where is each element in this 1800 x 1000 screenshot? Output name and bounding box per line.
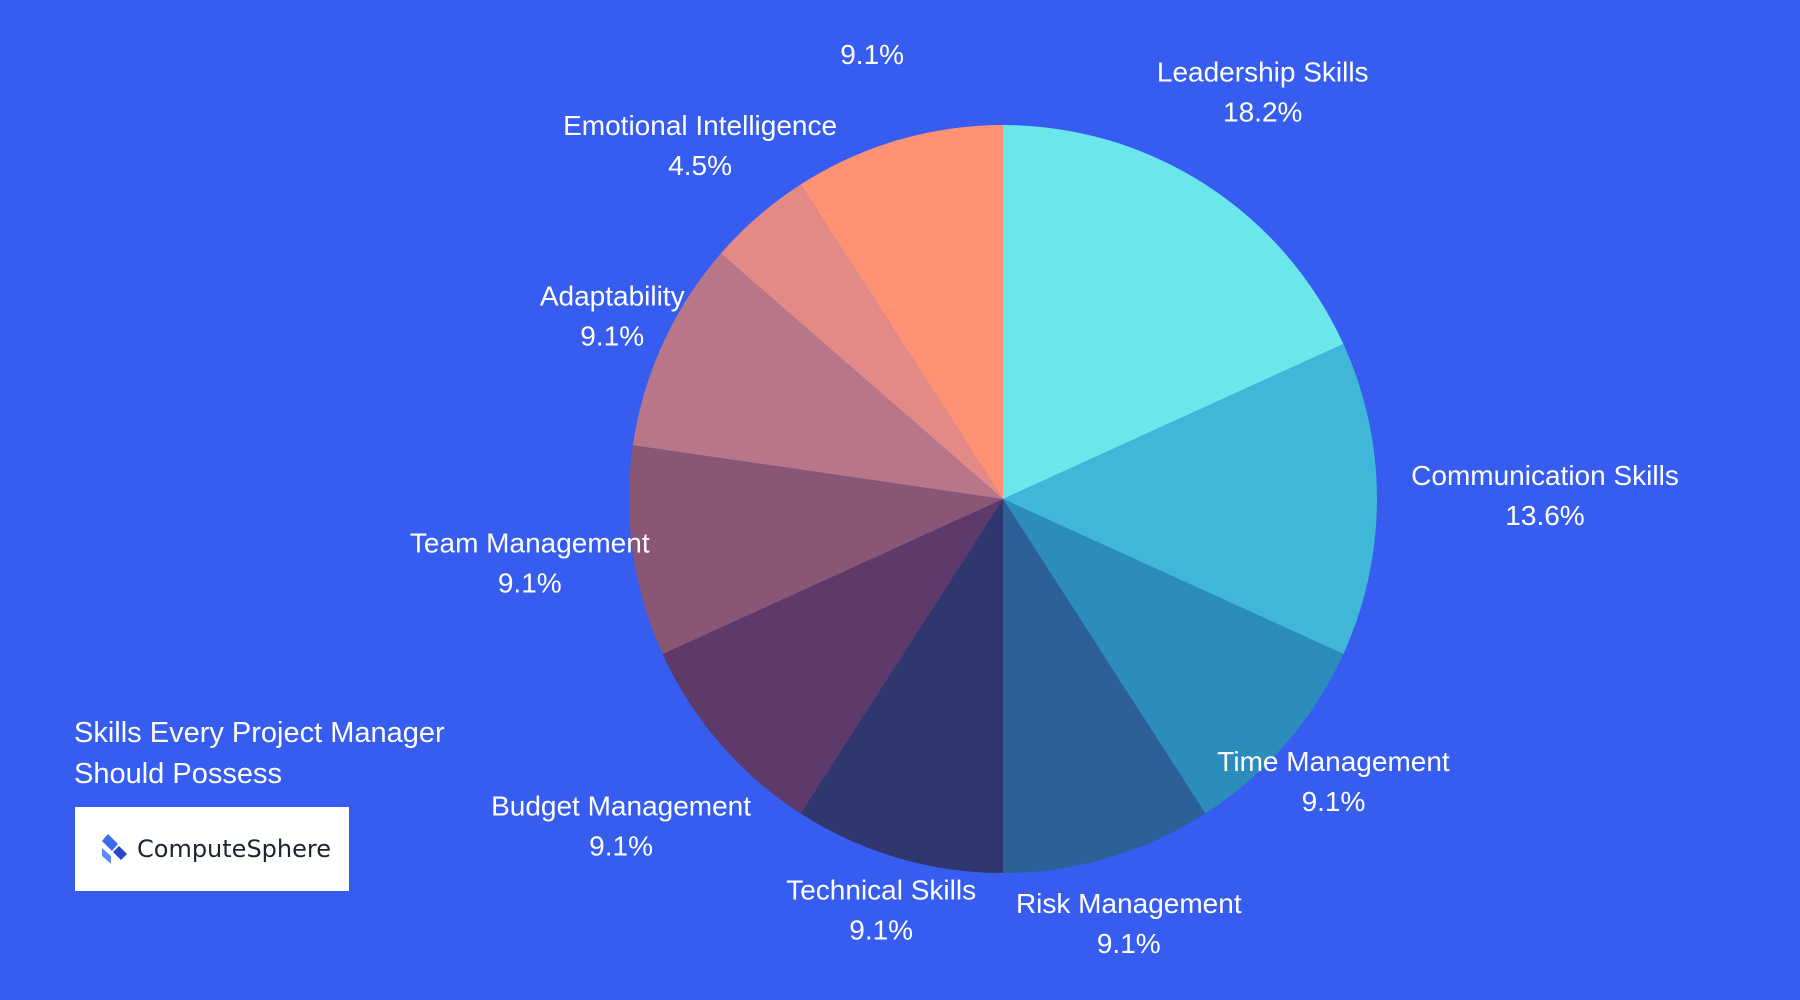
slice-value-label: 9.1% [1302, 786, 1366, 817]
pie-slice-10 [800, 125, 1003, 499]
slice-value-label: 9.1% [498, 567, 562, 598]
chart-title: Skills Every Project Manager Should Poss… [74, 717, 445, 790]
slice-label: Emotional Intelligence [563, 110, 837, 141]
pie-slice-5 [800, 499, 1003, 873]
pie-slice-7 [628, 445, 1003, 654]
slice-label: Budget Management [491, 790, 751, 821]
pie-slice-3 [1003, 499, 1344, 814]
slice-label: Team Management [410, 527, 650, 558]
slice-value-label: 9.1% [840, 39, 904, 70]
computesphere-logo-icon [102, 834, 127, 864]
slice-label: Time Management [1217, 746, 1450, 777]
slice-value-label: 9.1% [580, 321, 644, 352]
slice-value-label: 9.1% [1097, 928, 1161, 959]
pie-slice-2 [1003, 344, 1377, 654]
pie-slice-1 [1003, 125, 1344, 499]
slice-label: Communication Skills [1411, 460, 1679, 491]
slice-value-label: 13.6% [1505, 500, 1584, 531]
slice-label: Risk Management [1016, 888, 1242, 919]
slice-value-label: 18.2% [1223, 96, 1302, 127]
pie-slice-6 [662, 499, 1003, 814]
pie-slice-8 [632, 253, 1003, 499]
slice-value-label: 4.5% [668, 150, 732, 181]
slice-label: Adaptability [540, 281, 685, 312]
slice-value-label: 9.1% [589, 830, 653, 861]
brand-name: ComputeSphere [137, 835, 331, 863]
pie-slice-4 [1003, 499, 1206, 873]
pie-slice-9 [720, 184, 1003, 499]
brand-logo: ComputeSphere [75, 807, 349, 891]
slice-label: Technical Skills [786, 874, 976, 905]
slice-label: Leadership Skills [1157, 56, 1369, 87]
slice-value-label: 9.1% [849, 914, 913, 945]
